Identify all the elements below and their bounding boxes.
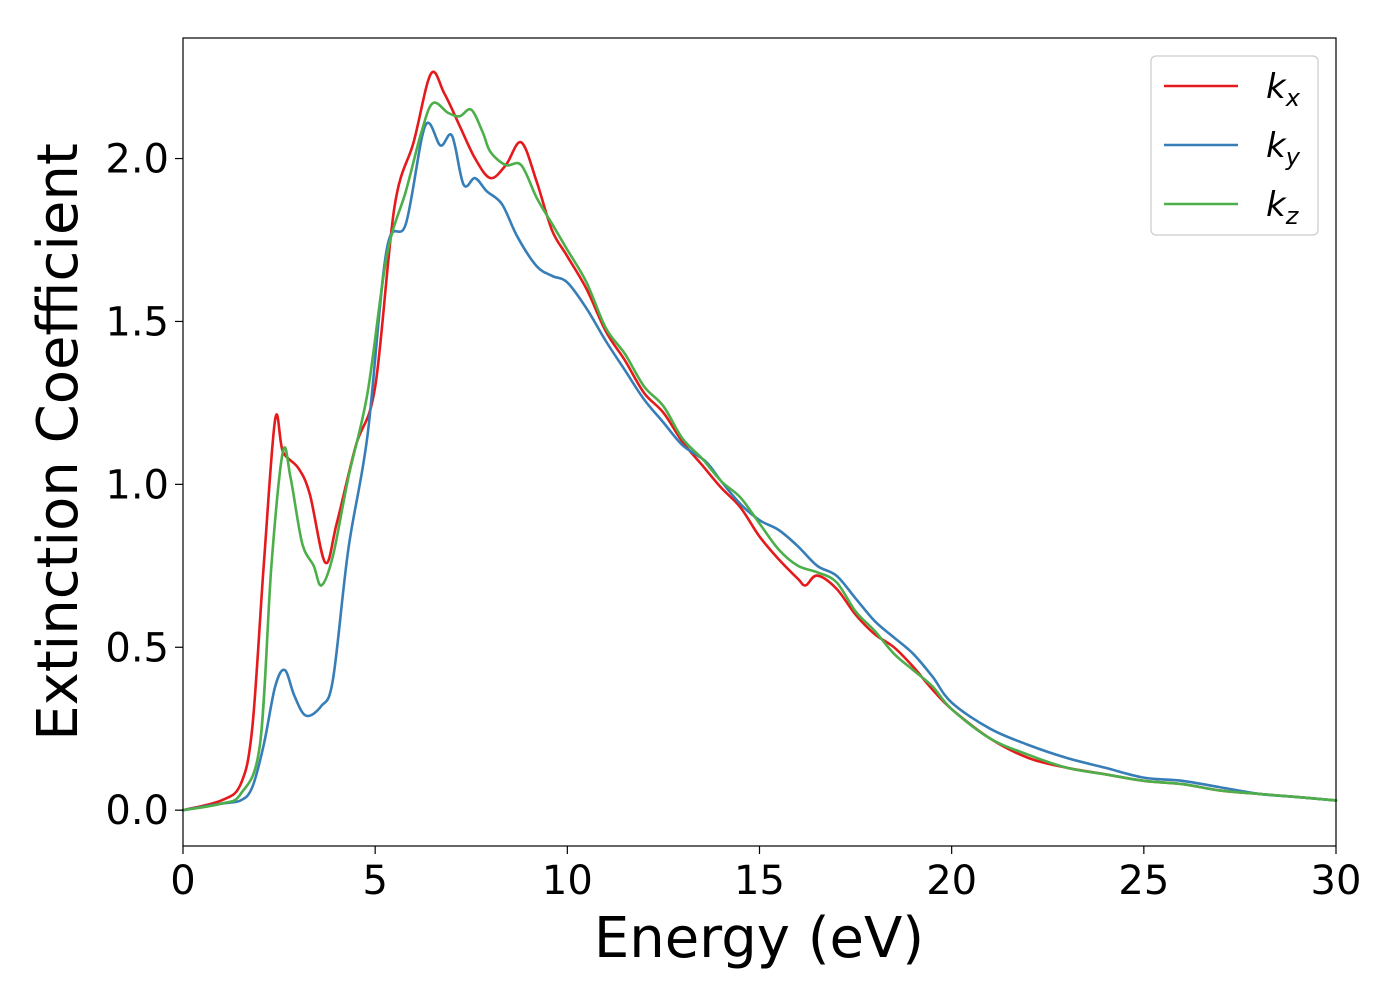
x-tick-label: 25	[1118, 858, 1169, 904]
y-tick-label: 1.5	[105, 299, 169, 345]
x-axis-ticks: 0 5 10 15 20 25 30	[170, 846, 1361, 904]
y-axis-title: Extinction Coefficient	[26, 143, 91, 741]
x-tick-label: 5	[362, 858, 387, 904]
series-layer	[181, 70, 1338, 812]
series-line-kz	[181, 101, 1338, 812]
x-tick-label: 15	[734, 858, 785, 904]
legend-label-ky: ky	[1266, 126, 1301, 171]
legend-label-kx: kx	[1266, 67, 1301, 112]
y-tick-label: 0.5	[105, 625, 169, 671]
x-tick-label: 0	[170, 858, 195, 904]
x-axis-title: Energy (eV)	[594, 906, 924, 971]
x-tick-label: 10	[542, 858, 593, 904]
y-axis-ticks: 0.0 0.5 1.0 1.5 2.0	[105, 137, 183, 834]
x-tick-label: 20	[926, 858, 977, 904]
series-line-ky	[181, 121, 1338, 812]
y-tick-label: 2.0	[105, 137, 169, 183]
x-tick-label: 30	[1311, 858, 1362, 904]
y-tick-label: 1.0	[105, 462, 169, 508]
y-tick-label: 0.0	[105, 788, 169, 834]
